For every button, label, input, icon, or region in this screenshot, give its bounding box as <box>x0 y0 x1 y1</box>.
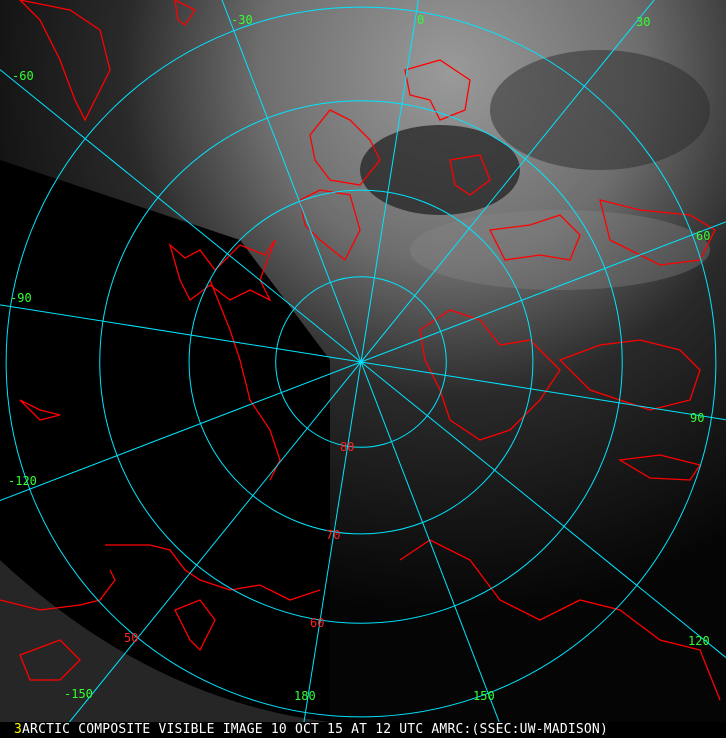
longitude-label: 30 <box>636 15 650 29</box>
meridian-180 <box>303 361 362 722</box>
coastline <box>309 109 381 186</box>
coastline <box>174 599 216 652</box>
meridian-60 <box>360 221 726 363</box>
coastline <box>449 154 491 196</box>
longitude-label: 60 <box>696 229 710 243</box>
latitude-circle-50 <box>5 6 717 718</box>
longitude-label: -90 <box>10 291 32 305</box>
latitude-label: 60 <box>310 616 324 630</box>
meridian-150 <box>360 361 500 722</box>
meridian-120 <box>360 361 726 658</box>
meridian-30 <box>360 0 655 363</box>
latitude-label: 70 <box>326 528 340 542</box>
coastline <box>558 339 701 411</box>
longitude-label: 90 <box>690 411 704 425</box>
longitude-label: 120 <box>688 634 710 648</box>
longitude-label: 180 <box>294 689 316 703</box>
latitude-label: 80 <box>340 440 354 454</box>
coastline <box>168 239 276 302</box>
satellite-imagery <box>0 0 726 722</box>
coastline <box>19 0 111 122</box>
coastline <box>489 214 581 261</box>
latitude-circle-80 <box>275 276 447 448</box>
meridian-minus-120 <box>0 361 362 502</box>
latitude-circle-60 <box>99 100 623 624</box>
coastline <box>174 0 196 26</box>
frame-number: 3 <box>14 722 23 737</box>
longitude-label: -60 <box>12 69 34 83</box>
longitude-label: -150 <box>64 687 93 701</box>
coastline <box>618 454 702 481</box>
longitude-label: 150 <box>473 689 495 703</box>
coastline <box>419 309 561 441</box>
coastline <box>599 199 716 266</box>
coastline <box>399 539 721 701</box>
latitude-label: 50 <box>124 631 138 645</box>
latitude-circle-70 <box>188 189 534 535</box>
longitude-label: -120 <box>8 474 37 488</box>
image-caption: 3ARCTIC COMPOSITE VISIBLE IMAGE 10 OCT 1… <box>0 722 726 738</box>
meridian-90 <box>360 361 726 421</box>
coastline <box>209 279 281 481</box>
coastline <box>299 189 361 262</box>
coastline <box>19 639 81 681</box>
caption-text: ARCTIC COMPOSITE VISIBLE IMAGE 10 OCT 15… <box>22 722 608 737</box>
meridian-minus-30 <box>221 0 362 363</box>
meridian-minus-60 <box>0 69 362 363</box>
coastline <box>105 544 321 601</box>
longitude-label: 0 <box>417 13 424 27</box>
coastline <box>404 59 471 121</box>
longitude-label: -30 <box>231 13 253 27</box>
meridian-minus-150 <box>69 361 362 722</box>
coastline <box>0 569 116 611</box>
meridian-0 <box>360 0 419 363</box>
map-overlay: -30 0 30 -60 60 -90 90 -120 120 -150 150 180 80 70 60 5… <box>0 0 726 722</box>
coastline <box>19 399 61 421</box>
meridian-minus-90 <box>0 304 362 363</box>
